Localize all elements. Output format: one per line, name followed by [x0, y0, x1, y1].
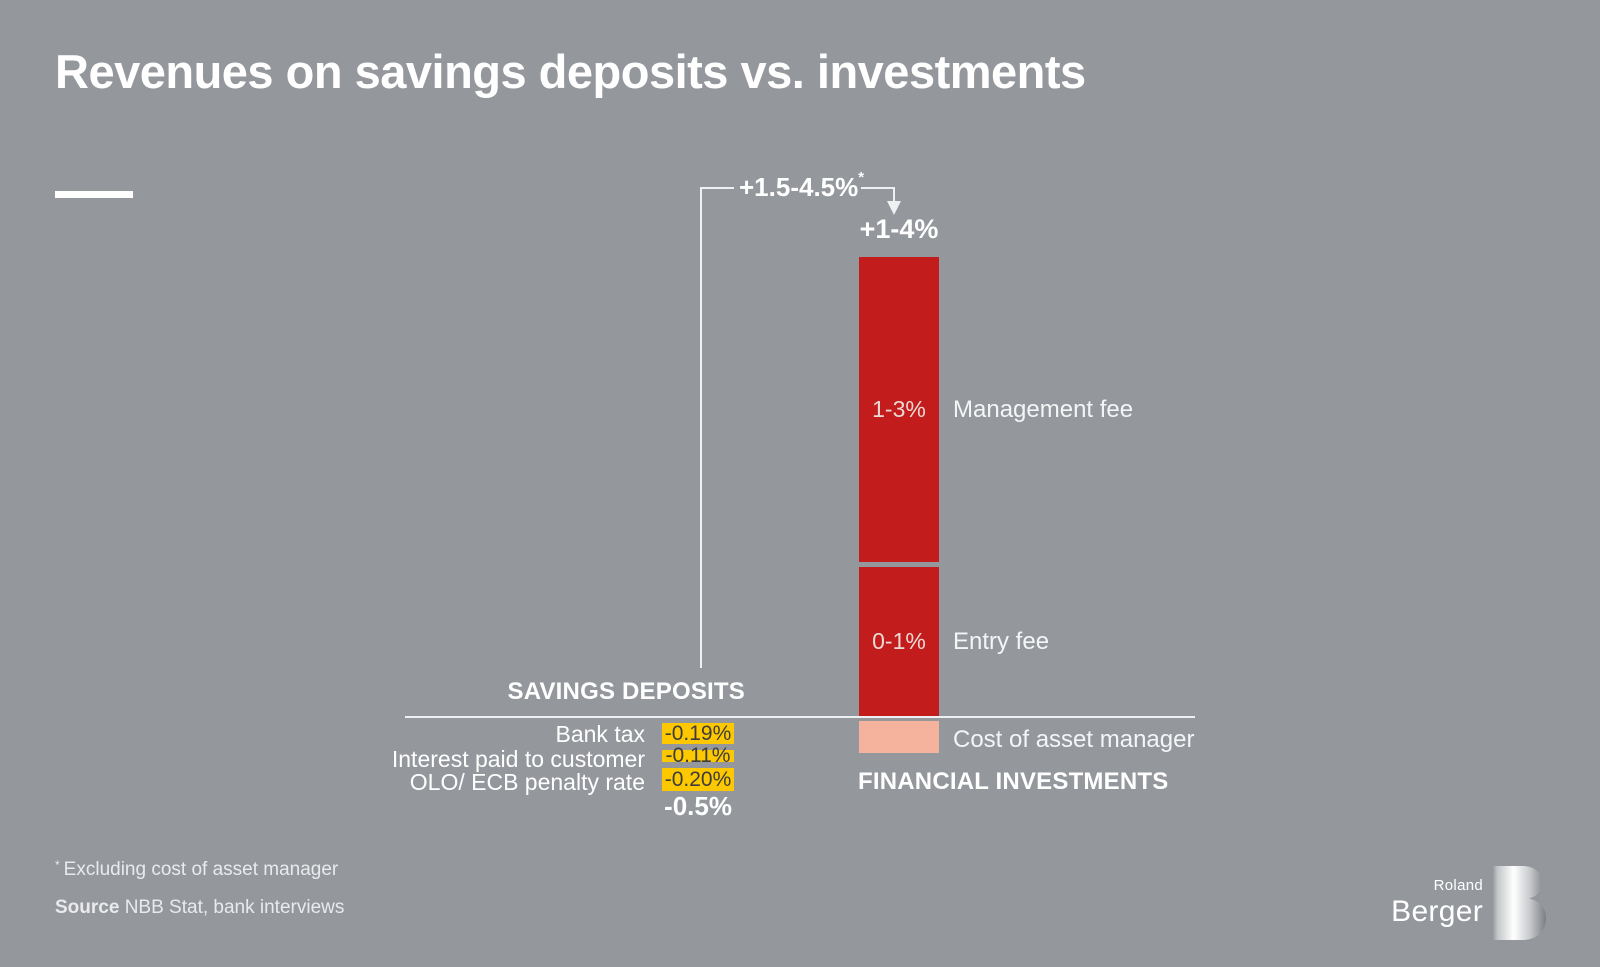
cost-of-asset-manager-bar	[859, 721, 939, 753]
savings-total-label: -0.5%	[664, 791, 732, 821]
savings-column-indicator-line	[700, 188, 702, 668]
logo-roland-text: Roland	[1433, 877, 1483, 894]
arrow-down-icon	[887, 201, 901, 215]
interest-paid-label: Interest paid to customer	[391, 746, 645, 772]
roland-berger-logo: Roland Berger	[1360, 878, 1483, 927]
source-line: Source NBB Stat, bank interviews	[55, 897, 344, 919]
financial-investments-title: FINANCIAL INVESTMENTS	[858, 768, 1169, 795]
roland-berger-b-icon	[1492, 866, 1546, 940]
olo-ecb-penalty-label: OLO/ ECB penalty rate	[409, 769, 645, 795]
interest-paid-value: -0.11%	[665, 744, 731, 767]
source-label: Source	[55, 897, 120, 918]
bracket-right-segment	[861, 187, 894, 189]
page-title: Revenues on savings deposits vs. investm…	[55, 45, 1086, 98]
title-accent-dash	[55, 191, 133, 198]
bank-tax-label: Bank tax	[555, 721, 646, 747]
management-fee-label: Management fee	[953, 396, 1134, 423]
footnote-text: Excluding cost of asset manager	[63, 859, 339, 880]
entry-fee-bar: 0-1%	[859, 567, 939, 716]
footnote: * Excluding cost of asset manager	[55, 858, 339, 881]
investments-total-label: +1-4%	[859, 214, 939, 244]
footnote-marker: *	[858, 169, 865, 186]
bracket-left-segment	[700, 187, 734, 189]
entry-fee-value: 0-1%	[872, 628, 926, 654]
savings-gross-range-label: +1.5-4.5%*	[739, 169, 865, 203]
management-fee-value: 1-3%	[872, 396, 926, 422]
interest-paid-bar: -0.11%	[662, 744, 734, 767]
olo-ecb-penalty-bar: -0.20%	[662, 768, 734, 791]
axis-baseline	[405, 716, 1195, 718]
logo-berger-text: Berger	[1391, 895, 1483, 928]
olo-ecb-penalty-value: -0.20%	[664, 767, 732, 791]
footnote-asterisk: *	[55, 858, 60, 872]
bank-tax-bar: -0.19%	[662, 721, 734, 745]
savings-deposits-title: SAVINGS DEPOSITS	[507, 678, 745, 705]
bank-tax-value: -0.19%	[664, 721, 732, 745]
arrow-stem	[893, 187, 895, 202]
cost-of-asset-manager-label: Cost of asset manager	[953, 726, 1195, 753]
entry-fee-label: Entry fee	[953, 628, 1050, 655]
management-fee-bar: 1-3%	[859, 257, 939, 562]
source-text: NBB Stat, bank interviews	[124, 897, 345, 918]
gross-range-text: +1.5-4.5%	[739, 172, 859, 202]
